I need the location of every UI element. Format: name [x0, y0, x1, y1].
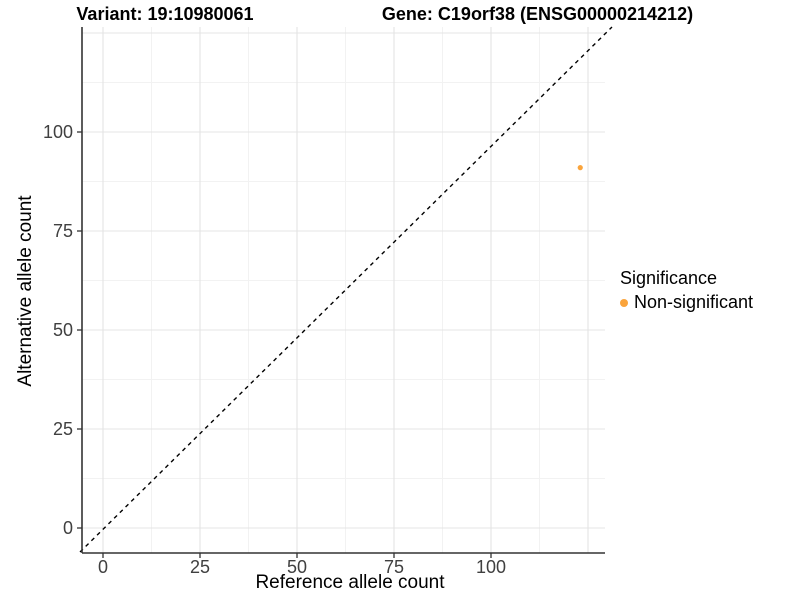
- gridlines-minor: [82, 27, 605, 553]
- x-axis-title: Reference allele count: [255, 572, 445, 593]
- legend-item-non-significant: Non-significant: [620, 292, 753, 313]
- plot-title-variant: Variant: 19:10980061: [76, 4, 254, 24]
- x-tick-label: 75: [384, 557, 404, 577]
- axis-tick-labels: 0 25 50 75 100 0 25 50 75 100: [43, 122, 506, 577]
- data-points: [577, 165, 583, 171]
- y-tick-label: 100: [43, 122, 73, 142]
- data-point: [577, 165, 583, 171]
- legend: Significance Non-significant: [620, 268, 753, 313]
- x-tick-label: 0: [98, 557, 108, 577]
- y-tick-label: 25: [53, 419, 73, 439]
- plot-title-gene: Gene: C19orf38 (ENSG00000214212): [381, 4, 694, 24]
- x-tick-label: 100: [476, 557, 506, 577]
- x-tick-label: 25: [190, 557, 210, 577]
- y-tick-label: 0: [63, 518, 73, 538]
- y-axis-title: Alternative allele count: [15, 195, 36, 387]
- axis-lines: [81, 27, 605, 554]
- legend-item-label: Non-significant: [634, 292, 754, 312]
- y-tick-label: 75: [53, 221, 73, 241]
- legend-point-icon: [620, 298, 628, 307]
- x-tick-label: 50: [287, 557, 307, 577]
- legend-title: Significance: [620, 268, 718, 288]
- y-tick-label: 50: [53, 320, 73, 340]
- axis-tick-marks: [77, 131, 492, 558]
- gridlines-major: [82, 27, 605, 553]
